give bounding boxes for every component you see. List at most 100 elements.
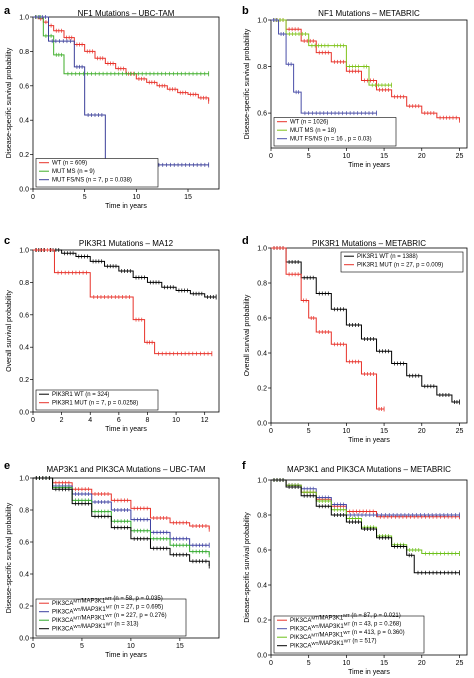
x-tick-label: 0	[31, 417, 35, 424]
x-tick-label: 25	[456, 428, 464, 435]
y-axis-label: Disease-specific survival probability	[244, 28, 251, 139]
y-tick-label: 0.4	[19, 118, 29, 125]
y-axis-label: Overall survival probability	[6, 290, 13, 372]
plot-frame	[270, 19, 468, 149]
y-tick-label: 0.6	[257, 316, 267, 323]
legend-entry: PIK3CAMT/MAP3K1WT (n = 413, p = 0.360)	[290, 630, 405, 641]
x-tick-label: 5	[80, 643, 84, 650]
plot-frame	[32, 16, 220, 190]
panel-d: d PIK3R1 Mutations – METABRIC 0.0 0.2 0.4 0.6…	[242, 235, 468, 444]
legend-entry: PIK3CAWT/MAP3K1MT (n = 43, p = 0.268)	[290, 622, 401, 633]
series-line	[271, 19, 460, 121]
panel-a: a NF1 Mutations – UBC-TAM 0.0 0.2 0.4 0.6 0.8 1…	[4, 5, 220, 210]
legend-entry: PIK3CAWT/MAP3K1MT (n = 27, p = 0.695)	[52, 605, 163, 616]
legend-entry: PIK3CAWT/MAP3K1WT (n = 517)	[290, 639, 377, 650]
y-tick-label: 0.8	[257, 64, 267, 71]
legend: PIK3CAMT/MAP3K1MT (n = 58, p = 0.035)PIK…	[35, 596, 187, 637]
y-axis-label: Disease-specific survival probability	[244, 512, 251, 623]
x-axis-label: Time in years	[348, 437, 390, 444]
series-line	[271, 19, 377, 114]
x-tick-label: 15	[380, 153, 388, 160]
y-tick-label: 0.4	[257, 583, 267, 590]
y-tick-label: 1.0	[257, 18, 267, 25]
y-tick-label: 0.0	[257, 421, 267, 428]
panel-letter-f: f	[242, 460, 246, 472]
panel-letter-b: b	[242, 5, 249, 17]
x-tick-label: 6	[117, 417, 121, 424]
legend-box	[35, 598, 187, 637]
legend-box	[273, 117, 397, 147]
y-axis-label: Disease-specific survival probability	[6, 502, 13, 613]
legend-entry: WT (n = 609)	[52, 161, 87, 167]
legend-entry: PIK3CAWT/MAP3K1WT (n = 313)	[52, 622, 139, 633]
panel-title: MAP3K1 and PIK3CA Mutations – UBC-TAM	[46, 465, 205, 474]
panel-title: NF1 Mutations – METABRIC	[318, 9, 420, 18]
x-tick-label: 10	[132, 194, 140, 201]
x-axis-label: Time in years	[105, 203, 147, 210]
x-tick-label: 10	[342, 428, 350, 435]
x-tick-label: 15	[176, 643, 184, 650]
x-tick-label: 15	[380, 660, 388, 667]
x-tick-label: 20	[418, 660, 426, 667]
y-tick-label: 0.4	[19, 345, 29, 352]
x-tick-label: 0	[269, 660, 273, 667]
x-tick-label: 20	[418, 153, 426, 160]
legend-entry: MUT MS (n = 9)	[52, 169, 95, 175]
x-tick-label: 10	[342, 153, 350, 160]
legend-entry: MUT MS (n = 18)	[290, 128, 336, 134]
legend-box	[35, 389, 159, 411]
x-tick-label: 5	[307, 428, 311, 435]
x-tick-label: 5	[307, 153, 311, 160]
y-tick-label: 0.8	[19, 49, 29, 56]
x-tick-label: 4	[88, 417, 92, 424]
x-tick-label: 5	[307, 660, 311, 667]
legend-entry: PIK3R1 WT (n = 324)	[52, 392, 109, 398]
legend: WT (n = 1026) MUT MS (n = 18) MUT FS/NS (n…	[273, 117, 397, 147]
series-line	[33, 477, 210, 530]
x-tick-label: 20	[418, 428, 426, 435]
legend: WT (n = 609) MUT MS (n = 9) MUT FS/NS (n =…	[35, 158, 159, 188]
x-tick-label: 15	[184, 194, 192, 201]
x-tick-label: 0	[269, 153, 273, 160]
y-tick-label: 0.2	[257, 386, 267, 393]
x-tick-label: 10	[342, 660, 350, 667]
panel-title: MAP3K1 and PIK3CA Mutations – METABRIC	[287, 465, 451, 474]
panel-title: PIK3R1 Mutations – METABRIC	[312, 239, 426, 248]
y-tick-label: 0.0	[19, 636, 29, 643]
series-line	[271, 479, 460, 574]
legend-entry: PIK3CAMT/MAP3K1WT (n = 227, p = 0.276)	[52, 613, 167, 624]
legend-entry: PIK3CAMT/MAP3K1MT (n = 58, p = 0.035)	[52, 596, 163, 607]
x-tick-label: 0	[31, 643, 35, 650]
x-tick-label: 25	[456, 660, 464, 667]
y-tick-label: 1.0	[257, 478, 267, 485]
legend-entry: PIK3CAMT/MAP3K1MT (n = 87, p = 0.021)	[290, 613, 401, 624]
x-axis-label: Time in years	[105, 426, 147, 433]
panel-f: f MAP3K1 and PIK3CA Mutations – METABRIC 0…	[242, 460, 468, 676]
y-tick-label: 0.0	[257, 653, 267, 660]
y-tick-label: 1.0	[19, 476, 29, 483]
legend: PIK3CAMT/MAP3K1MT (n = 87, p = 0.021)PIK…	[273, 613, 425, 654]
y-tick-label: 0.6	[257, 548, 267, 555]
legend-box	[273, 615, 425, 654]
y-tick-label: 0.6	[19, 540, 29, 547]
plot-frame	[32, 249, 220, 413]
x-tick-label: 12	[201, 417, 209, 424]
y-tick-label: 0.2	[257, 618, 267, 625]
y-tick-label: 0.0	[19, 187, 29, 194]
y-tick-label: 0.8	[257, 281, 267, 288]
x-tick-label: 0	[269, 428, 273, 435]
plot-frame	[32, 477, 220, 639]
x-tick-label: 15	[380, 428, 388, 435]
y-tick-label: 0.4	[257, 351, 267, 358]
x-axis-label: Time in years	[348, 162, 390, 169]
panel-letter-e: e	[4, 460, 10, 472]
legend-entry: PIK3R1 WT (n = 1388)	[357, 254, 418, 260]
y-tick-label: 0.2	[19, 604, 29, 611]
x-tick-label: 0	[31, 194, 35, 201]
panel-title: PIK3R1 Mutations – MA12	[79, 239, 174, 248]
panel-c: c PIK3R1 Mutations – MA12 0.0 0.2 0.4 0.6 0.8 1…	[4, 235, 220, 433]
y-tick-label: 0.0	[19, 410, 29, 417]
x-tick-label: 8	[146, 417, 150, 424]
series-line	[271, 247, 460, 403]
panel-letter-a: a	[4, 5, 11, 17]
